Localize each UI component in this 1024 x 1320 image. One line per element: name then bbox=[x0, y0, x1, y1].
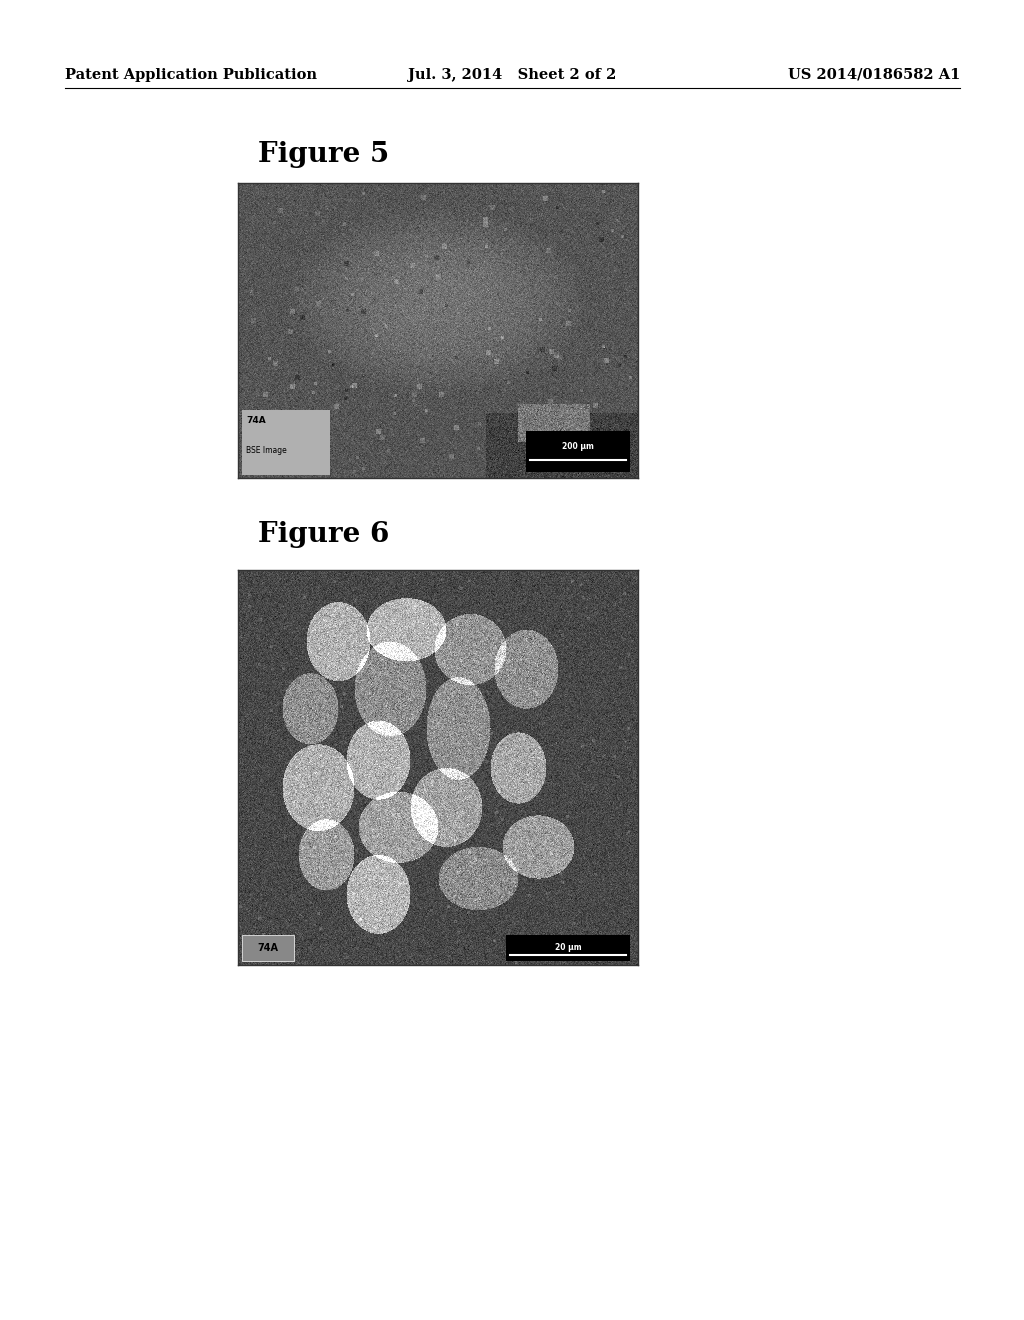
Text: Jul. 3, 2014   Sheet 2 of 2: Jul. 3, 2014 Sheet 2 of 2 bbox=[408, 69, 616, 82]
Text: 74A: 74A bbox=[257, 944, 279, 953]
Text: US 2014/0186582 A1: US 2014/0186582 A1 bbox=[787, 69, 961, 82]
Text: Patent Application Publication: Patent Application Publication bbox=[65, 69, 317, 82]
FancyBboxPatch shape bbox=[242, 936, 294, 961]
Text: 200 μm: 200 μm bbox=[562, 442, 594, 451]
Text: Figure 5: Figure 5 bbox=[258, 141, 389, 169]
Text: 74A: 74A bbox=[246, 416, 266, 425]
FancyBboxPatch shape bbox=[506, 936, 630, 961]
Text: Figure 6: Figure 6 bbox=[258, 521, 389, 549]
Text: 20 μm: 20 μm bbox=[555, 942, 582, 952]
FancyBboxPatch shape bbox=[526, 430, 630, 473]
Text: BSE Image: BSE Image bbox=[246, 446, 287, 455]
FancyBboxPatch shape bbox=[242, 411, 330, 475]
